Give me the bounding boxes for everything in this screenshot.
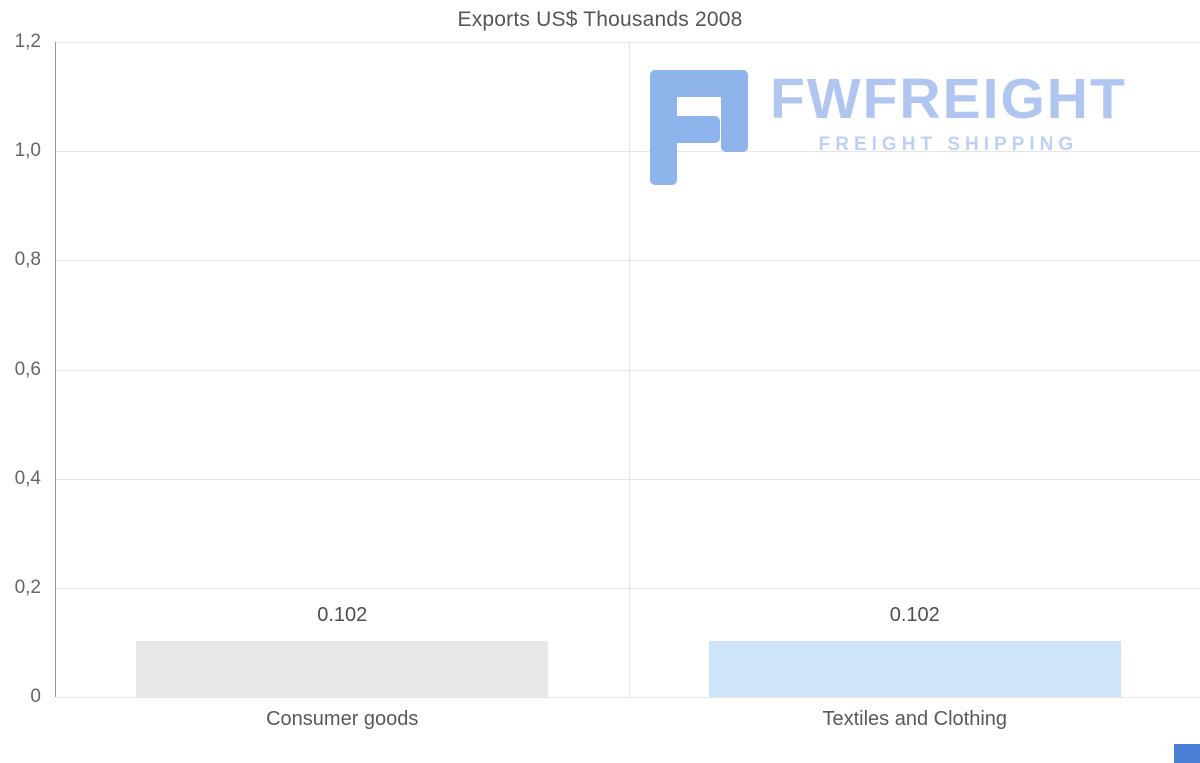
chart-title: Exports US$ Thousands 2008: [457, 8, 743, 31]
watermark-text: FWFREIGHT FREIGHT SHIPPING: [770, 67, 1127, 156]
bar-textiles-and-clothing: [708, 641, 1121, 697]
y-tick-label: 0,4: [14, 467, 41, 489]
h-gridline: [56, 260, 1200, 262]
h-gridline: [56, 478, 1200, 480]
y-tick-label: 0,8: [14, 249, 41, 271]
h-gridline: [56, 587, 1200, 589]
bar-value-label: 0.102: [889, 604, 940, 627]
icon-segment: [721, 70, 748, 152]
watermark-tagline: FREIGHT SHIPPING: [818, 133, 1079, 155]
v-gridline: [628, 42, 630, 697]
y-tick-label: 1,0: [14, 140, 41, 162]
bar-value-label: 0.102: [317, 604, 368, 627]
corner-accent: [1174, 744, 1200, 763]
watermark-logo: FWFREIGHT FREIGHT SHIPPING: [650, 67, 1127, 185]
h-gridline: [56, 369, 1200, 371]
y-tick-label: 1,2: [14, 31, 41, 52]
h-gridline: [56, 42, 1200, 43]
x-category-label: Textiles and Clothing: [822, 708, 1008, 730]
bar-consumer-goods: [136, 641, 549, 697]
h-gridline: [56, 151, 1200, 153]
y-tick-label: 0,2: [14, 576, 41, 598]
icon-segment: [650, 116, 720, 143]
y-tick-label: 0: [30, 686, 41, 707]
watermark-brand: FWFREIGHT: [770, 67, 1127, 131]
plot-area: 0.102 Consumer goods 0.102 Textiles and Clo…: [55, 42, 1200, 730]
brand-f-icon: [650, 70, 748, 185]
y-axis-labels: 0 0,2 0,4 0,6 0,8 1,0 1,2: [0, 31, 55, 707]
x-category-label: Consumer goods: [266, 708, 419, 730]
h-gridline: [56, 697, 1200, 698]
y-tick-label: 0,6: [14, 358, 41, 380]
